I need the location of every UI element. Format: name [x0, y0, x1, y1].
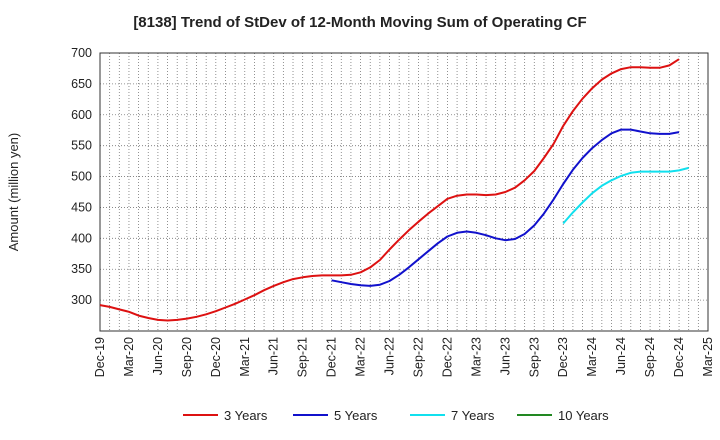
series-line-5-years [331, 128, 680, 287]
grid-lines [99, 52, 709, 331]
x-tick-label: Mar-25 [701, 337, 715, 377]
x-tick-label: Sep-21 [296, 337, 310, 377]
y-tick-label: 650 [71, 77, 92, 91]
y-tick-label: 300 [71, 293, 92, 307]
legend-label-7-years: 7 Years [451, 408, 495, 423]
y-tick-label: 700 [71, 46, 92, 60]
x-tick-label: Mar-24 [585, 337, 599, 377]
legend-label-10-years: 10 Years [558, 408, 609, 423]
series-line-7-years [562, 166, 689, 225]
series-lines [99, 58, 689, 322]
x-tick-label: Dec-24 [672, 337, 686, 377]
y-tick-label: 350 [71, 262, 92, 276]
chart-title: [8138] Trend of StDev of 12-Month Moving… [133, 14, 587, 31]
x-tick-label: Jun-22 [383, 337, 397, 375]
y-tick-label: 600 [71, 108, 92, 122]
x-tick-label: Dec-22 [440, 337, 454, 377]
x-tick-label: Dec-20 [209, 337, 223, 377]
x-tick-label: Mar-21 [238, 337, 252, 377]
y-tick-label: 500 [71, 170, 92, 184]
x-tick-label: Dec-21 [325, 337, 339, 377]
x-tick-label: Mar-22 [354, 337, 368, 377]
legend: 3 Years 5 Years 7 Years 10 Years [183, 408, 609, 423]
y-tick-label: 550 [71, 139, 92, 153]
y-tick-label: 400 [71, 231, 92, 245]
x-tick-label: Sep-24 [643, 337, 657, 377]
x-tick-label: Dec-23 [556, 337, 570, 377]
plot-frame [99, 52, 709, 332]
x-tick-label: Dec-19 [93, 337, 107, 377]
x-tick-label: Jun-20 [151, 337, 165, 375]
series-line-3-years [99, 58, 680, 322]
x-tick-label: Jun-24 [614, 337, 628, 375]
y-axis-label: Amount (million yen) [6, 133, 21, 252]
x-tick-label: Mar-23 [469, 337, 483, 377]
x-tick-label: Jun-21 [267, 337, 281, 375]
x-tick-label: Sep-20 [180, 337, 194, 377]
y-tick-label: 450 [71, 200, 92, 214]
x-tick-label: Mar-20 [122, 337, 136, 377]
y-axis-ticks: 300 350 400 450 500 550 600 650 700 [71, 46, 92, 307]
x-tick-label: Jun-23 [498, 337, 512, 375]
x-tick-label: Sep-23 [527, 337, 541, 377]
x-tick-label: Sep-22 [411, 337, 425, 377]
x-axis-ticks: Dec-19 Mar-20 Jun-20 Sep-20 Dec-20 Mar-21 Jun-… [93, 337, 715, 377]
legend-label-5-years: 5 Years [334, 408, 378, 423]
legend-label-3-years: 3 Years [224, 408, 268, 423]
